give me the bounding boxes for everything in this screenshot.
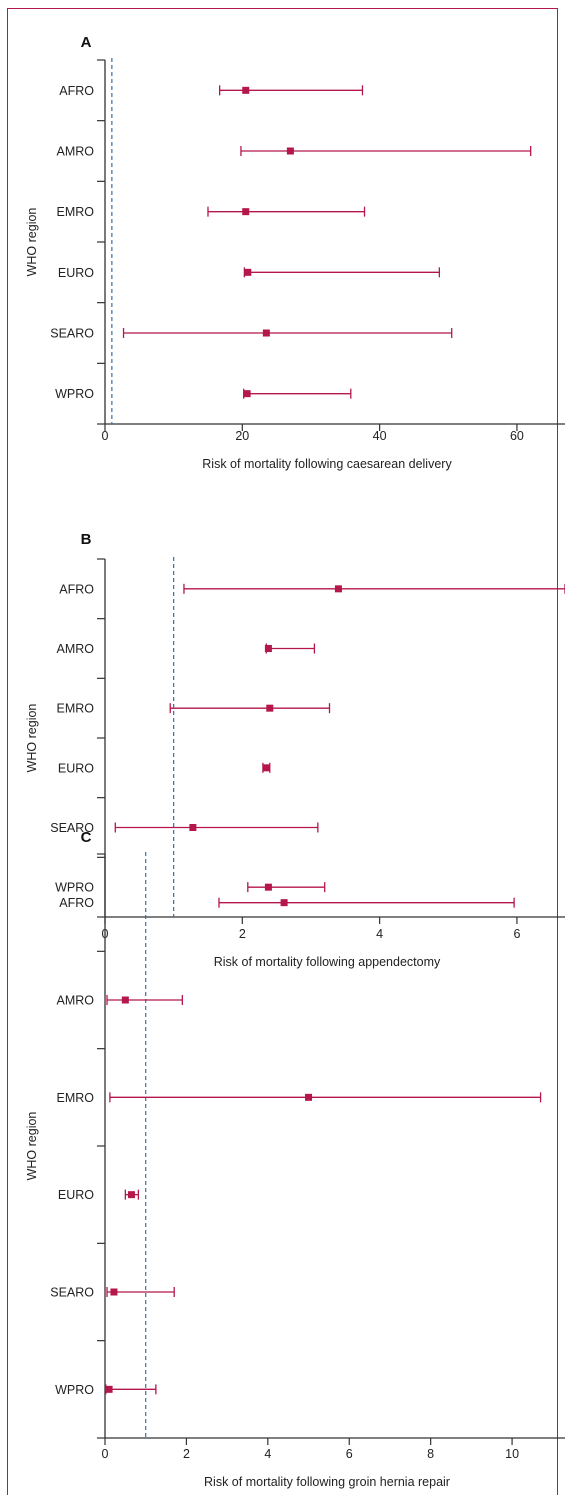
category-label: AMRO bbox=[57, 145, 95, 159]
x-tick-label: 8 bbox=[427, 1447, 434, 1461]
point-estimate bbox=[264, 645, 272, 652]
category-label: EMRO bbox=[57, 702, 95, 716]
x-tick-label: 40 bbox=[373, 429, 387, 443]
category-label: AFRO bbox=[59, 84, 94, 98]
category-label: SEARO bbox=[50, 821, 94, 835]
point-estimate bbox=[264, 883, 272, 891]
point-estimate bbox=[305, 1093, 313, 1101]
point-estimate bbox=[242, 208, 250, 216]
x-tick-label: 6 bbox=[513, 927, 520, 941]
category-label: WPRO bbox=[55, 387, 94, 401]
category-label: EURO bbox=[58, 266, 94, 280]
x-tick-label: 2 bbox=[239, 927, 246, 941]
y-axis-title: WHO region bbox=[25, 1112, 39, 1181]
category-label: EURO bbox=[58, 1188, 94, 1202]
x-axis-title: Risk of mortality following appendectomy bbox=[214, 955, 441, 969]
point-estimate bbox=[242, 86, 250, 94]
point-estimate bbox=[127, 1191, 135, 1199]
point-estimate bbox=[262, 329, 270, 337]
category-label: EMRO bbox=[57, 205, 95, 219]
category-label: SEARO bbox=[50, 327, 94, 341]
x-tick-label: 4 bbox=[376, 927, 383, 941]
point-estimate bbox=[262, 764, 270, 772]
x-tick-label: 10 bbox=[505, 1447, 519, 1461]
point-estimate bbox=[189, 824, 197, 831]
y-axis-title: WHO region bbox=[25, 704, 39, 773]
point-estimate bbox=[110, 1288, 118, 1296]
category-label: WPRO bbox=[55, 881, 94, 895]
x-tick-label: 4 bbox=[264, 1447, 271, 1461]
x-tick-label: 0 bbox=[102, 429, 109, 443]
panel-b: B0246Risk of mortality following appende… bbox=[25, 531, 565, 969]
point-estimate bbox=[280, 899, 288, 907]
x-tick-label: 20 bbox=[235, 429, 249, 443]
x-tick-label: 6 bbox=[346, 1447, 353, 1461]
panel-label: A bbox=[81, 34, 92, 51]
x-tick-label: 2 bbox=[183, 1447, 190, 1461]
category-label: EURO bbox=[58, 761, 94, 775]
category-label: AFRO bbox=[59, 896, 94, 910]
point-estimate bbox=[121, 996, 129, 1004]
point-estimate bbox=[286, 147, 294, 155]
x-tick-label: 60 bbox=[510, 429, 524, 443]
category-label: AFRO bbox=[59, 582, 94, 596]
panel-c: C 0 2 4 6 8 10 Risk of mortality following groi… bbox=[25, 829, 565, 1489]
category-label: SEARO bbox=[50, 1286, 94, 1300]
point-estimate bbox=[243, 390, 251, 398]
panel-label: C bbox=[81, 829, 92, 846]
category-label: EMRO bbox=[57, 1091, 95, 1105]
point-estimate bbox=[266, 704, 274, 712]
category-label: WPRO bbox=[55, 1383, 94, 1397]
point-estimate bbox=[244, 268, 252, 276]
figure-frame bbox=[7, 8, 558, 1495]
panel-a: A 0 20 40 60 Risk of mortality following caes… bbox=[25, 34, 565, 471]
x-axis-title: Risk of mortality following groin hernia… bbox=[204, 1475, 450, 1489]
point-estimate bbox=[334, 585, 342, 593]
panel-label: B bbox=[81, 531, 92, 548]
x-tick-label: 0 bbox=[102, 1447, 109, 1461]
point-estimate bbox=[105, 1385, 113, 1393]
category-label: AMRO bbox=[57, 642, 95, 656]
x-axis-title: Risk of mortality following caesarean de… bbox=[202, 457, 452, 471]
y-axis-title: WHO region bbox=[25, 208, 39, 277]
category-label: AMRO bbox=[57, 994, 95, 1008]
